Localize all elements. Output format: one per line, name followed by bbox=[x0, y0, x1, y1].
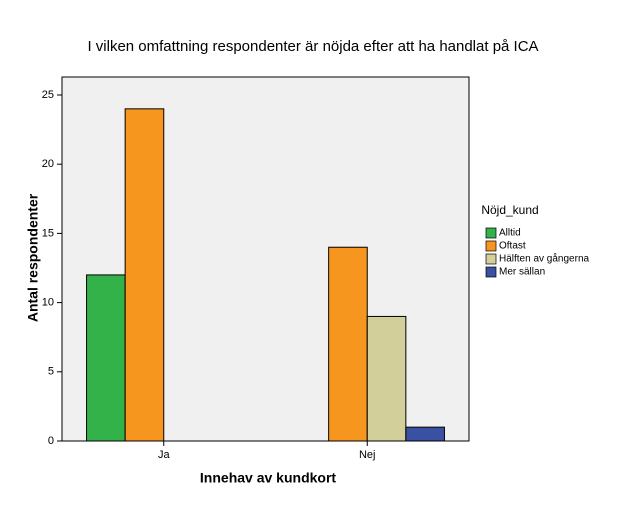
bar bbox=[124, 108, 165, 442]
legend-label: Hälften av gångerna bbox=[499, 253, 590, 265]
y-tick-label: 25 bbox=[42, 89, 54, 101]
bar bbox=[405, 426, 445, 442]
legend-label: Alltid bbox=[499, 228, 521, 239]
legend-title: Nöjd_kund bbox=[481, 203, 538, 217]
legend-label: Oftast bbox=[499, 241, 526, 252]
y-tick-label: 0 bbox=[48, 435, 54, 447]
x-tick-label: Nej bbox=[359, 449, 376, 461]
y-tick-label: 5 bbox=[48, 366, 54, 378]
bar bbox=[86, 274, 126, 442]
bar bbox=[366, 315, 407, 442]
y-tick-label: 10 bbox=[42, 297, 54, 309]
x-axis-label: Innehav av kundkort bbox=[200, 470, 336, 486]
y-tick-label: 15 bbox=[42, 227, 54, 239]
bar bbox=[328, 246, 368, 442]
legend-swatch bbox=[485, 253, 497, 265]
x-tick-label: Ja bbox=[158, 449, 171, 461]
chart-title: I vilken omfattning respondenter är nöjd… bbox=[87, 38, 538, 55]
legend-label: Mer sällan bbox=[499, 267, 545, 278]
legend-swatch bbox=[485, 266, 497, 278]
y-axis-label: Antal respondenter bbox=[25, 193, 41, 322]
legend-swatch bbox=[485, 240, 497, 252]
y-tick-label: 20 bbox=[42, 158, 54, 170]
legend-swatch bbox=[485, 227, 497, 239]
